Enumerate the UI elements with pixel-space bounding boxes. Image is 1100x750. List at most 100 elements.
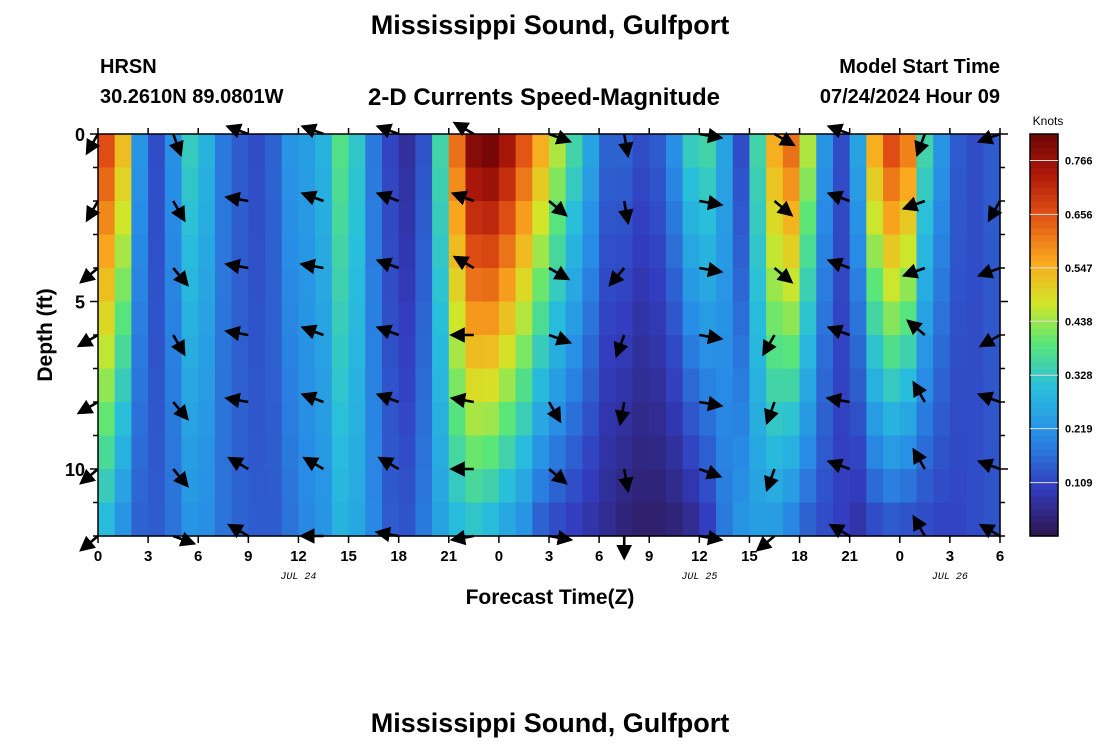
heatmap-cell [214, 201, 233, 236]
heatmap-cell [298, 469, 316, 504]
x-tick-label: 6 [996, 548, 1004, 565]
current-vector-arrow [901, 196, 926, 212]
heatmap-cell [465, 268, 483, 303]
heatmap-cell [248, 402, 266, 437]
heatmap-cell [381, 402, 400, 437]
heatmap-cell [949, 402, 968, 437]
current-vector-arrow [976, 391, 1001, 407]
heatmap-cell [966, 335, 984, 370]
heatmap-cell [632, 134, 650, 169]
heatmap-cell [615, 167, 634, 202]
heatmap-cell [933, 234, 951, 269]
current-vector-arrow [976, 458, 1001, 474]
colorbar-segment [1030, 475, 1058, 483]
heatmap-cell [281, 469, 300, 504]
heatmap-cell [365, 167, 383, 202]
heatmap-cell [265, 368, 283, 403]
heatmap-cell [398, 167, 416, 202]
heatmap-cell [699, 335, 717, 370]
heatmap-cell [866, 402, 884, 437]
heatmap-cell [615, 368, 634, 403]
current-vector-arrow [375, 391, 400, 407]
heatmap-cell [398, 301, 416, 336]
heatmap-cell [699, 167, 717, 202]
heatmap-cell [732, 335, 751, 370]
current-vector-arrow [699, 395, 724, 412]
heatmap-cell [365, 201, 383, 236]
heatmap-cell [615, 301, 634, 336]
heatmap-cell [749, 301, 767, 336]
heatmap-cell [682, 402, 700, 437]
heatmap-cell [849, 335, 867, 370]
heatmap-cell [665, 502, 684, 537]
heatmap-cell [665, 167, 684, 202]
heatmap-cell [265, 335, 283, 370]
heatmap-cell [933, 301, 951, 336]
heatmap-cell [181, 335, 199, 370]
heatmap-cell [966, 201, 984, 236]
heatmap-cell [866, 134, 884, 169]
current-vector-arrow [698, 464, 723, 480]
current-vector-arrow [227, 523, 249, 539]
heatmap-cell [682, 268, 700, 303]
current-vector-arrow [618, 133, 634, 159]
heatmap-cell [348, 268, 366, 303]
heatmap-cell [398, 201, 416, 236]
heatmap-cell [131, 335, 149, 370]
heatmap-cell [782, 469, 801, 504]
heatmap-cell [565, 234, 583, 269]
heatmap-cell [198, 502, 216, 537]
y-tick-label: 5 [75, 293, 85, 313]
current-vector-arrow [826, 190, 851, 206]
heatmap-cell [949, 502, 968, 537]
current-vector-arrow [300, 190, 324, 206]
heatmap-cell [549, 167, 567, 202]
heatmap-cell [164, 335, 183, 370]
heatmap-cell [281, 502, 300, 537]
heatmap-cell [799, 469, 817, 504]
heatmap-cell [348, 301, 366, 336]
heatmap-cell [448, 134, 467, 169]
heatmap-cell [398, 435, 416, 470]
heatmap-cell [949, 268, 968, 303]
heatmap-cell [682, 435, 700, 470]
heatmap-cell [716, 402, 734, 437]
heatmap-cell [933, 402, 951, 437]
current-vector-arrow [76, 332, 99, 348]
heatmap-cell [348, 234, 366, 269]
heatmap-cell [164, 234, 183, 269]
heatmap-cell [398, 368, 416, 403]
heatmap-cell [114, 234, 132, 269]
heatmap-cell [849, 201, 867, 236]
heatmap-cell [582, 435, 600, 470]
x-tick-label: 6 [595, 548, 603, 565]
heatmap-cell [315, 335, 333, 370]
colorbar-segment [1030, 214, 1058, 222]
heatmap-cell [649, 268, 667, 303]
current-vector-arrow [699, 328, 724, 345]
heatmap-cell [348, 134, 366, 169]
heatmap-cell [515, 368, 533, 403]
heatmap-cell [749, 268, 767, 303]
heatmap-cell [365, 301, 383, 336]
heatmap-cell [632, 234, 650, 269]
heatmap-cell [482, 502, 500, 537]
colorbar-segment [1030, 448, 1058, 457]
heatmap-cell [532, 335, 550, 370]
heatmap-cell [198, 368, 216, 403]
heatmap-cell [198, 134, 216, 169]
heatmap-cell [432, 301, 450, 336]
heatmap-cell [866, 502, 884, 537]
heatmap-cell [415, 402, 433, 437]
colorbar-segment [1030, 174, 1058, 182]
heatmap-cell [565, 469, 583, 504]
current-vector-arrow [773, 200, 794, 217]
colorbar-segment [1030, 301, 1058, 309]
heatmap-cell [198, 268, 216, 303]
heatmap-cell [849, 234, 867, 269]
heatmap-cell [799, 268, 817, 303]
heatmap-cell [599, 368, 617, 403]
heatmap-cell [782, 234, 801, 269]
heatmap-cell [933, 134, 951, 169]
colorbar: 0.109 0.219 0.328 0.438 0.547 0.656 0.766 [1029, 133, 1093, 537]
